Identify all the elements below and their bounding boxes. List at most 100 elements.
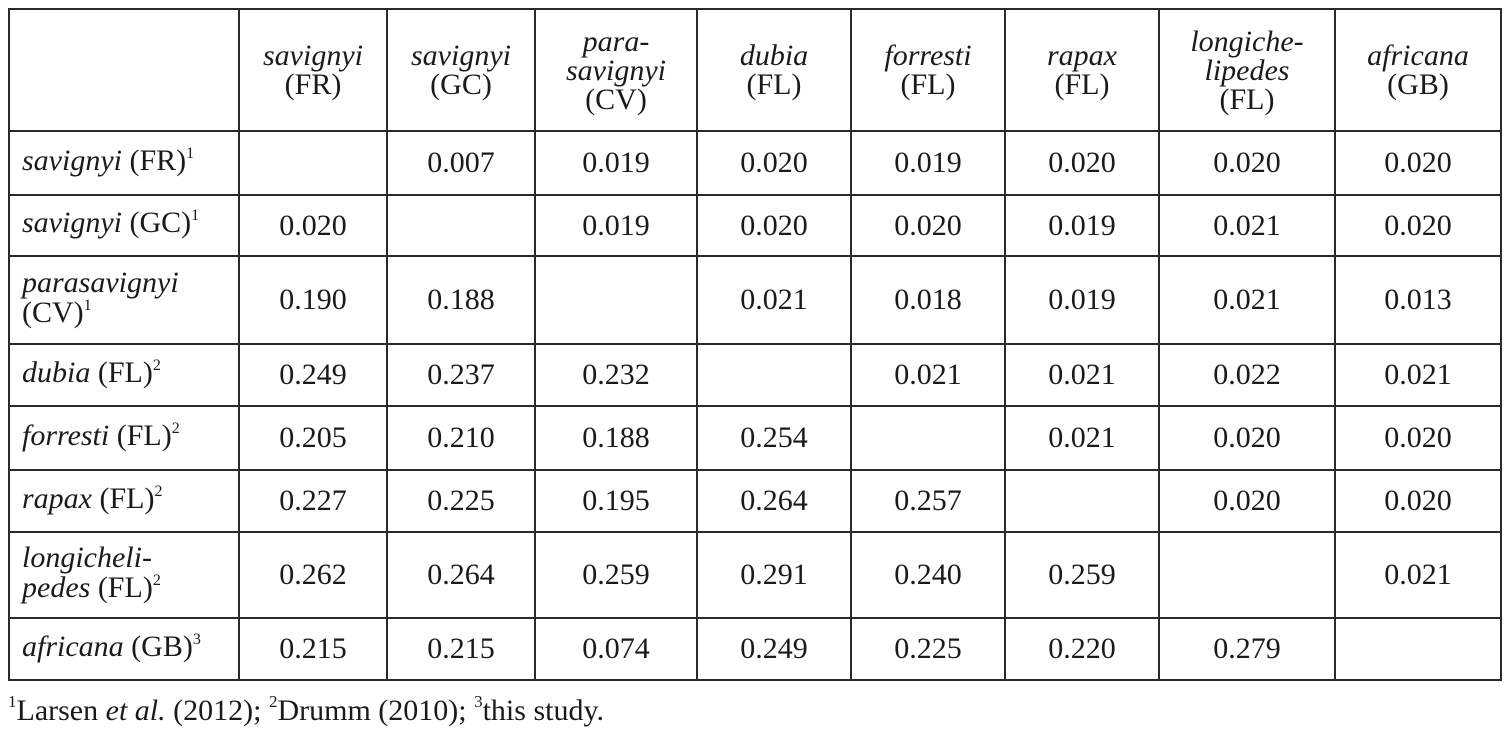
divergence-value: 0.021 (850, 343, 1006, 407)
locality: (FL) (746, 68, 802, 101)
divergence-value: 0.021 (1158, 255, 1336, 345)
table-body: savignyi (FR)1 0.007 0.019 0.020 0.019 0.020 0… (8, 130, 1502, 681)
species-name: africana (22, 629, 124, 663)
col-header: savignyi (FR) (238, 8, 388, 132)
divergence-value: 0.215 (238, 617, 388, 681)
species-name: longiche- (1190, 24, 1304, 58)
divergence-value: 0.262 (238, 531, 388, 619)
divergence-value: 0.259 (1004, 531, 1160, 619)
table-row: savignyi (GC)1 0.020 0.019 0.020 0.020 0.019 0… (8, 194, 1502, 257)
divergence-table: savignyi (FR) savignyi (GC) para-savignyi(… (8, 8, 1502, 681)
divergence-value: 0.020 (850, 194, 1006, 257)
col-header: para-savignyi (CV) (534, 8, 698, 132)
species-name: forresti (884, 39, 972, 72)
divergence-value: 0.020 (1158, 130, 1336, 196)
empty-cell (850, 405, 1006, 471)
locality: (GB) (1387, 68, 1449, 101)
divergence-value: 0.205 (238, 405, 388, 471)
row-header: rapax (FL)2 (8, 469, 240, 533)
footnote-marker: 3 (474, 692, 483, 711)
table-row: longicheli-pedes (FL)2 0.262 0.264 0.259 0.2… (8, 531, 1502, 619)
locality: (FL) (99, 481, 155, 515)
footnote-text: (2012); (165, 694, 269, 727)
locality: (FL) (1219, 82, 1275, 116)
table-row: parasavignyi (CV)1 0.190 0.188 0.021 0.018 0.0… (8, 255, 1502, 345)
species-name: parasavignyi (22, 265, 179, 299)
divergence-value: 0.188 (534, 405, 698, 471)
divergence-value: 0.190 (238, 255, 388, 345)
divergence-value: 0.013 (1334, 255, 1502, 345)
species-name: para- (582, 24, 650, 58)
divergence-value: 0.020 (1334, 405, 1502, 471)
divergence-value: 0.249 (238, 343, 388, 407)
divergence-value: 0.291 (696, 531, 852, 619)
species-name: dubia (22, 355, 91, 389)
species-name: dubia (739, 39, 809, 72)
empty-cell (534, 255, 698, 345)
divergence-value: 0.220 (1004, 617, 1160, 681)
divergence-value: 0.195 (534, 469, 698, 533)
divergence-value: 0.020 (1158, 469, 1336, 533)
divergence-value: 0.020 (1334, 469, 1502, 533)
divergence-value: 0.020 (696, 194, 852, 257)
table-footnote: 1Larsen et al. (2012); 2Drumm (2010); 3t… (8, 692, 604, 728)
species-name: savignyi (22, 206, 122, 239)
species-name: rapax (1047, 39, 1117, 72)
col-header: savignyi (GC) (386, 8, 536, 132)
reference-marker: 1 (186, 144, 195, 162)
footnote-text: this study. (482, 694, 604, 727)
empty-cell (696, 343, 852, 407)
table-row: dubia (FL)2 0.249 0.237 0.232 0.021 0.021 0.02… (8, 343, 1502, 407)
row-header: savignyi (GC)1 (8, 194, 240, 257)
row-header: forresti (FL)2 (8, 405, 240, 471)
footnote-text: Larsen (16, 694, 106, 727)
divergence-value: 0.225 (850, 617, 1006, 681)
species-name: forresti (22, 418, 110, 452)
species-name: pedes (22, 570, 91, 604)
divergence-value: 0.240 (850, 531, 1006, 619)
divergence-value: 0.019 (1004, 194, 1160, 257)
table-row: forresti (FL)2 0.205 0.210 0.188 0.254 0.021 0… (8, 405, 1502, 471)
col-header: dubia (FL) (696, 8, 852, 132)
divergence-value: 0.021 (1334, 531, 1502, 619)
divergence-value: 0.020 (238, 194, 388, 257)
reference-marker: 1 (83, 296, 92, 314)
reference-marker: 2 (154, 482, 163, 500)
locality: (CV) (22, 295, 84, 329)
divergence-value: 0.019 (534, 194, 698, 257)
divergence-value: 0.225 (386, 469, 536, 533)
species-name: rapax (22, 481, 92, 515)
divergence-value: 0.259 (534, 531, 698, 619)
divergence-value: 0.279 (1158, 617, 1336, 681)
row-header: savignyi (FR)1 (8, 130, 240, 196)
species-name: longicheli- (22, 540, 152, 574)
row-header: africana (GB)3 (8, 617, 240, 681)
col-header: africana (GB) (1334, 8, 1502, 132)
corner-cell (8, 8, 240, 132)
footnote-text: Drumm (2010); (277, 694, 475, 727)
divergence-value: 0.020 (1334, 130, 1502, 196)
divergence-value: 0.020 (1158, 405, 1336, 471)
divergence-value: 0.020 (1334, 194, 1502, 257)
footnote-text: et al. (105, 694, 166, 727)
locality: (FL) (116, 418, 172, 452)
divergence-value: 0.021 (696, 255, 852, 345)
row-header: parasavignyi (CV)1 (8, 255, 240, 345)
species-name: savignyi (566, 53, 666, 87)
locality: (FL) (97, 355, 153, 389)
species-name: lipedes (1204, 53, 1290, 87)
divergence-value: 0.215 (386, 617, 536, 681)
locality: (FR) (129, 143, 187, 177)
species-name: savignyi (263, 39, 363, 72)
species-name: savignyi (22, 143, 122, 177)
table-row: savignyi (FR)1 0.007 0.019 0.020 0.019 0.020 0… (8, 130, 1502, 196)
locality: (GB) (131, 629, 193, 663)
col-header: rapax (FL) (1004, 8, 1160, 132)
reference-marker: 2 (152, 571, 161, 589)
divergence-value: 0.022 (1158, 343, 1336, 407)
empty-cell (386, 194, 536, 257)
table-row: rapax (FL)2 0.227 0.225 0.195 0.264 0.257 0.02… (8, 469, 1502, 533)
footnote-marker: 1 (8, 692, 17, 711)
species-name: africana (1367, 39, 1469, 72)
divergence-value: 0.020 (696, 130, 852, 196)
